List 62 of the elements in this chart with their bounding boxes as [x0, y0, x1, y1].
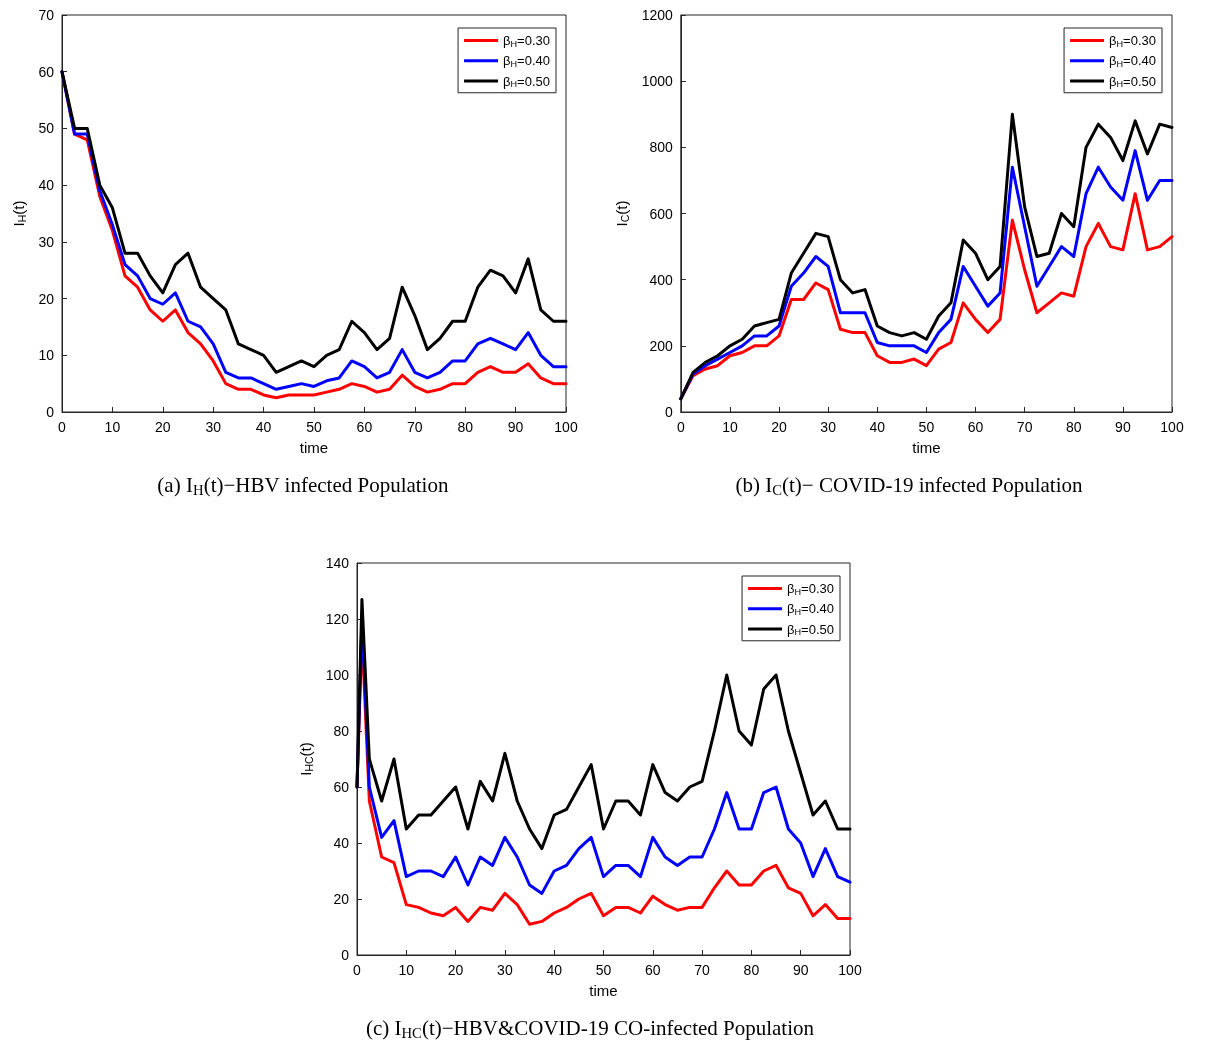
y-tick-label: 0 — [341, 947, 350, 963]
y-tick-label: 40 — [333, 835, 350, 851]
x-tick-label: 20 — [771, 419, 788, 435]
y-axis-title: IHC(t) — [297, 742, 316, 776]
y-tick-label: 70 — [38, 7, 55, 23]
x-tick-label: 60 — [967, 419, 984, 435]
x-tick-label: 30 — [205, 419, 222, 435]
x-tick-label: 20 — [155, 419, 171, 435]
x-tick-label: 90 — [507, 419, 524, 435]
y-tick-label: 50 — [38, 120, 55, 137]
y-tick-label: 800 — [649, 139, 674, 156]
x-tick-label: 40 — [869, 419, 886, 435]
y-tick-label: 20 — [333, 891, 350, 907]
x-tick-label: 10 — [722, 419, 738, 435]
y-tick-label: 0 — [665, 404, 673, 420]
y-tick-label: 600 — [649, 205, 674, 222]
x-axis-title: time — [299, 439, 329, 456]
x-tick-label: 40 — [546, 962, 563, 978]
y-tick-label: 1000 — [641, 73, 673, 90]
x-tick-label: 0 — [676, 419, 685, 435]
x-axis-title: time — [912, 439, 941, 456]
x-tick-label: 30 — [820, 419, 837, 435]
x-tick-label: 100 — [1160, 419, 1184, 435]
x-tick-label: 50 — [918, 419, 935, 435]
y-tick-label: 60 — [333, 779, 350, 795]
y-tick-label: 400 — [649, 271, 674, 288]
x-tick-label: 40 — [255, 419, 272, 435]
x-tick-label: 100 — [838, 962, 862, 978]
x-tick-label: 50 — [595, 962, 612, 978]
x-tick-label: 70 — [407, 419, 423, 435]
y-tick-label: 100 — [325, 667, 350, 683]
x-tick-label: 80 — [743, 962, 760, 978]
x-tick-label: 80 — [1065, 419, 1082, 435]
x-tick-label: 70 — [694, 962, 711, 978]
y-tick-label: 40 — [38, 177, 55, 194]
x-tick-label: 10 — [398, 962, 415, 978]
x-tick-label: 90 — [1115, 419, 1131, 435]
y-tick-label: 120 — [325, 611, 350, 627]
x-tick-label: 10 — [104, 419, 121, 435]
y-tick-label: 30 — [38, 233, 55, 250]
y-tick-label: 200 — [649, 337, 674, 354]
x-tick-label: 70 — [1016, 419, 1033, 435]
y-tick-label: 140 — [325, 555, 350, 571]
y-axis-title: IH(t) — [9, 200, 29, 227]
y-tick-label: 1200 — [641, 7, 673, 23]
y-tick-label: 0 — [46, 404, 55, 420]
x-tick-label: 90 — [792, 962, 809, 978]
x-tick-label: 100 — [554, 419, 578, 435]
x-tick-label: 50 — [306, 419, 322, 435]
x-tick-label: 30 — [497, 962, 513, 978]
y-tick-label: 80 — [333, 723, 350, 739]
x-tick-label: 0 — [353, 962, 362, 978]
x-tick-label: 80 — [457, 419, 474, 435]
x-axis-title: time — [589, 982, 618, 999]
y-tick-label: 60 — [38, 63, 55, 80]
x-tick-label: 20 — [447, 962, 464, 978]
x-tick-label: 0 — [58, 419, 67, 435]
line-series — [355, 597, 852, 851]
y-tick-label: 10 — [38, 347, 55, 364]
x-tick-label: 60 — [356, 419, 373, 435]
y-axis-title: IC(t) — [613, 200, 632, 227]
y-tick-label: 20 — [38, 290, 55, 307]
